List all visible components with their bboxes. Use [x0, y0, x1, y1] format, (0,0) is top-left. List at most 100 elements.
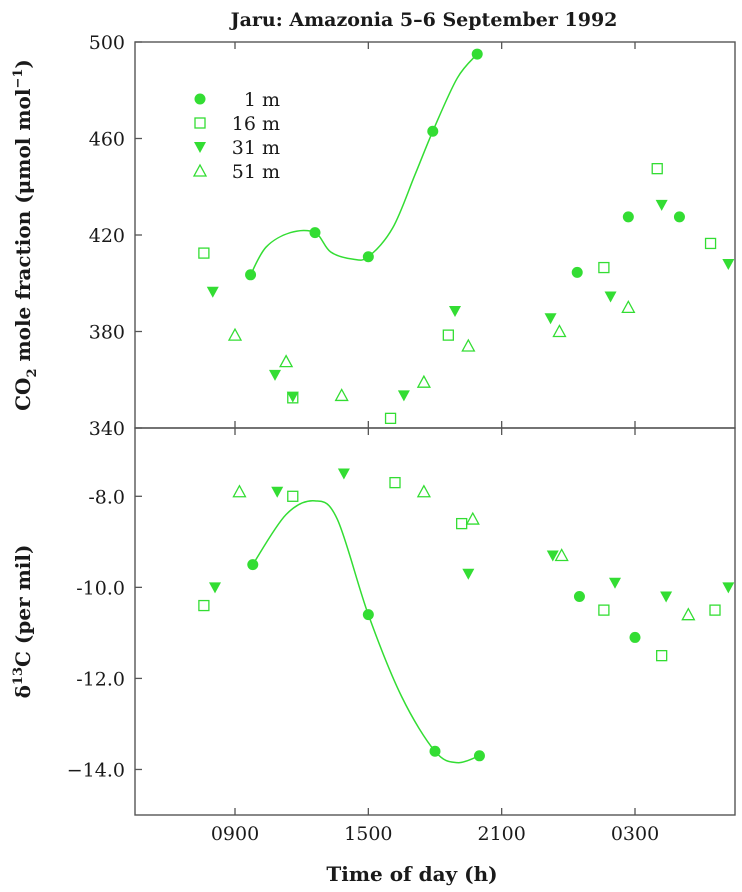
- data-point: [362, 251, 374, 263]
- legend-label: 51 m: [232, 161, 280, 183]
- y-tick-label: -12.0: [76, 668, 125, 690]
- data-point: [554, 548, 569, 562]
- y-axis-label-part: −1: [11, 69, 26, 89]
- y-axis-label: δ13C (per mil): [11, 545, 35, 699]
- series-filled-circle: [245, 48, 685, 281]
- data-point: [279, 354, 294, 368]
- data-point: [232, 484, 247, 498]
- data-point: [198, 247, 210, 259]
- data-point: [337, 468, 350, 480]
- y-tick-label: 340: [89, 418, 125, 440]
- data-point: [384, 412, 397, 425]
- data-point: [660, 591, 673, 603]
- data-point: [389, 476, 401, 489]
- data-point: [681, 607, 696, 621]
- fit-curve: [249, 53, 478, 276]
- data-point: [673, 211, 685, 223]
- data-point: [456, 517, 468, 530]
- data-point: [598, 261, 610, 274]
- y-axis-label-part: δ: [11, 685, 35, 698]
- legend-label: 31 m: [232, 137, 280, 159]
- data-point: [471, 48, 483, 60]
- panel-co2: 340 380 420 460 500 CO2 mole fraction (μmol m…: [11, 32, 736, 440]
- legend-marker: [194, 142, 206, 153]
- data-point: [552, 324, 567, 338]
- data-point: [362, 609, 374, 621]
- legend: 1 m16 m31 m51 m: [192, 89, 280, 183]
- panel-frame: [134, 427, 736, 816]
- data-point: [465, 511, 480, 525]
- series-open-square: [198, 163, 717, 425]
- data-point: [449, 305, 461, 317]
- legend-marker: [192, 163, 208, 177]
- y-axis-label: CO2 mole fraction (μmol mol−1): [11, 59, 40, 411]
- x-tick-label: 2100: [477, 823, 525, 845]
- data-point: [309, 227, 321, 239]
- data-point: [573, 590, 585, 602]
- data-point: [546, 550, 559, 562]
- y-axis-label-part: CO: [11, 378, 35, 411]
- series-open-triangle-up: [227, 300, 636, 402]
- y-tick-label: 420: [89, 225, 125, 247]
- data-point: [651, 163, 663, 175]
- legend-marker: [194, 93, 206, 105]
- data-point: [198, 599, 210, 612]
- data-point: [429, 745, 441, 757]
- fit-curve: [252, 500, 480, 764]
- data-point: [269, 369, 281, 381]
- legend-label: 1 m: [244, 89, 280, 111]
- y-axis-label-part: 2: [25, 369, 40, 378]
- chart-title: Jaru: Amazonia 5–6 September 1992: [229, 9, 618, 31]
- series-open-square: [198, 476, 721, 662]
- data-point: [622, 211, 634, 223]
- data-point: [245, 269, 257, 281]
- data-point: [227, 327, 243, 341]
- y-axis-label-part: mole fraction (μmol mol: [11, 88, 35, 368]
- x-tick-label: 0900: [211, 823, 259, 845]
- y-tick-label: −14.0: [67, 759, 125, 781]
- data-point: [709, 604, 721, 616]
- data-point: [609, 577, 621, 589]
- data-point: [462, 568, 475, 580]
- data-point: [704, 237, 717, 250]
- y-axis-label-part: ): [11, 59, 35, 68]
- data-point: [571, 266, 583, 278]
- data-point: [206, 286, 219, 298]
- panel-frame: [134, 41, 736, 429]
- data-point: [286, 391, 299, 403]
- data-point: [604, 291, 617, 303]
- legend-label: 16 m: [232, 113, 280, 135]
- data-point: [722, 582, 735, 594]
- x-tick-label: 1500: [344, 823, 392, 845]
- data-point: [442, 329, 454, 341]
- y-tick-label: 380: [89, 322, 125, 344]
- series-filled-triangle-down: [209, 468, 735, 603]
- x-axis-label: Time of day (h): [326, 862, 497, 886]
- data-point: [427, 125, 439, 137]
- data-point: [416, 374, 431, 388]
- data-point: [247, 559, 259, 571]
- data-point: [544, 313, 557, 325]
- data-point: [416, 484, 431, 498]
- panel-d13c: -8.0 -10.0 -12.0 −14.0 δ13C (per mil): [11, 427, 736, 816]
- y-tick-label: 500: [89, 32, 125, 54]
- data-point: [461, 338, 476, 352]
- data-point: [473, 750, 485, 762]
- data-point: [397, 390, 410, 402]
- y-tick-label: -8.0: [88, 486, 125, 508]
- y-axis-label-part: 13: [11, 667, 26, 685]
- y-axis-label-part: C (per mil): [11, 545, 35, 667]
- chart-layer: 340 380 420 460 500 CO2 mole fraction (μmol m…: [11, 32, 736, 845]
- y-tick-label: 460: [89, 129, 125, 151]
- series-filled-circle: [247, 559, 641, 762]
- series-filled-triangle-down: [206, 199, 735, 403]
- data-point: [209, 582, 221, 594]
- x-tick-label: 0300: [611, 823, 659, 845]
- data-point: [656, 649, 668, 662]
- data-point: [598, 604, 610, 616]
- data-point: [621, 300, 636, 314]
- data-point: [334, 388, 349, 402]
- legend-marker: [194, 117, 206, 129]
- series-open-triangle-up: [232, 484, 696, 621]
